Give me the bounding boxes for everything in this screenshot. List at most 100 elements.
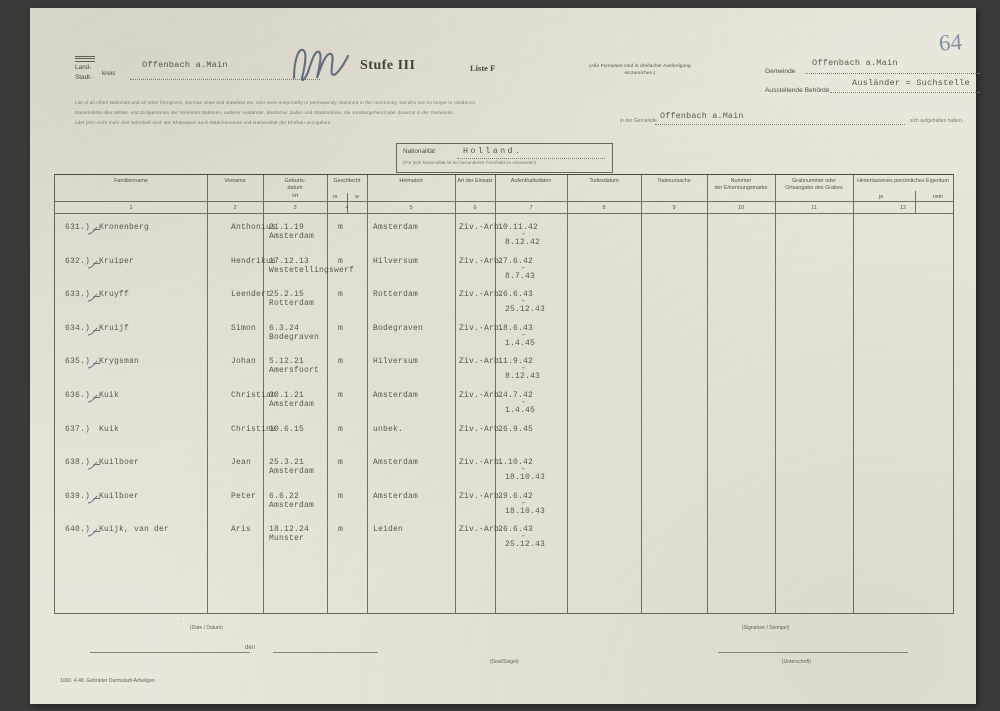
date-line-left <box>90 652 250 653</box>
first-name: Johan <box>231 357 257 367</box>
row-number: 634.) <box>65 323 91 333</box>
birth-place: Munster <box>269 534 305 544</box>
col-rule-7 <box>567 175 568 613</box>
first-name: Hendrikus <box>231 256 277 266</box>
birth-place: Amsterdam <box>269 500 315 510</box>
sex-value: m <box>338 424 344 434</box>
home-town: Rotterdam <box>373 290 419 300</box>
stadt-label: Stadt- <box>75 74 93 81</box>
stay-date-to: 25.12.43 <box>505 540 546 550</box>
last-name: Kruiper <box>99 256 135 266</box>
nationality-box: Nationalität Holland. (Für jede National… <box>396 143 613 173</box>
stay-date-to: 18.10.43 <box>505 473 546 483</box>
birth-date: 30.1.21 <box>269 391 305 400</box>
printer-imprint: 1000. 4.48. Gebrüder Darmstadt-Arheilgen <box>60 678 155 684</box>
table-row[interactable]: 639.) Kuilboer Peter 6.6.22 Amsterdam m Amster… <box>55 488 953 522</box>
stay-date-to: 25.12.43 <box>505 305 546 315</box>
table-row[interactable]: 638.) Kuilboer Jean 25.3.21 Amsterdam m Amster… <box>55 454 953 488</box>
row-number: 633.) <box>65 290 91 300</box>
stay-date-separator: - <box>521 498 527 508</box>
behoerde-value: Ausländer = Suchstelle <box>852 78 970 88</box>
birth-place: Amsterdam <box>269 400 315 409</box>
row-number: 637.) <box>65 424 91 434</box>
birth-date: 21.1.19 <box>269 223 305 232</box>
hook-mark <box>87 461 100 470</box>
gemeinde2-label: in der Gemeinde <box>620 118 657 124</box>
first-name: Peter <box>231 491 257 501</box>
last-name: Kuik <box>99 391 120 400</box>
table-row[interactable]: 637.) Kuik Christine 10.6.15 m unbek. Ziv.-Arb… <box>55 421 953 455</box>
stay-date-to: 18.10.43 <box>505 506 546 516</box>
stay-date-to: 8.12.42 <box>505 238 541 247</box>
home-town: Amsterdam <box>373 458 419 468</box>
first-name: Simon <box>231 323 257 333</box>
col-rule-1 <box>207 175 208 613</box>
first-name: Jean <box>231 458 252 468</box>
birth-date: 10.6.15 <box>269 424 305 434</box>
stay-date-to: 1.4.45 <box>505 406 536 415</box>
first-name: Anthonius <box>231 223 277 232</box>
birth-place: Bodegraven <box>269 332 320 342</box>
col-num-12: 12 <box>899 205 907 211</box>
sex-value: m <box>338 357 344 367</box>
sex-value: m <box>338 290 344 300</box>
stay-date-from: 18.6.43 <box>498 323 534 333</box>
employment-type: Ziv.-Arb. <box>459 491 505 501</box>
col-num-10: 10 <box>737 205 745 211</box>
col-num-7: 7 <box>529 205 533 211</box>
table-row[interactable]: 632.) Kruiper Hendrikus 17.12.13 Westetellin… <box>55 253 953 287</box>
table-row[interactable]: 640.) Kuijk, van der Aris 18.12.24 Munster m L… <box>55 521 953 555</box>
col-num-2: 2 <box>233 205 237 211</box>
sex-w-label: w <box>355 194 359 200</box>
table-row[interactable]: 631.) Kronenberg Anthonius 21.1.19 Amsterdam… <box>55 219 953 253</box>
home-town: Hilversum <box>373 256 419 266</box>
home-town: Bodegraven <box>373 323 424 333</box>
col-num-8: 8 <box>602 205 606 211</box>
table-row[interactable]: 636.) Kuik Christian 30.1.21 Amsterdam m Amste… <box>55 387 953 421</box>
sex-split-rule <box>347 193 348 213</box>
header-divider <box>55 201 953 202</box>
table-row[interactable]: 635.) Krygsman Johan 5.12.21 Amersfoort m Hilv… <box>55 353 953 387</box>
col-rule-5 <box>455 175 456 613</box>
stay-date-to: 8.7.43 <box>505 271 536 281</box>
col-num-4: 4 <box>345 205 349 211</box>
nationality-value: Holland. <box>463 146 523 156</box>
records-table: Familienname Vorname Geburts- datum ort … <box>54 174 954 614</box>
stay-date-from: 1.10.42 <box>498 458 534 468</box>
employment-type: Ziv.-Arb. <box>459 256 505 266</box>
place-value: Offenbach a.Main <box>142 60 228 70</box>
row-number: 636.) <box>65 391 91 400</box>
first-name: Aris <box>231 525 252 535</box>
hook-mark <box>87 394 100 403</box>
date-line-right <box>273 652 378 653</box>
property-split-rule <box>915 191 916 213</box>
col-header-aufenthaltsdaten: Aufenthaltsdaten <box>510 178 552 184</box>
forms-note: (Alle Formulare sind in dreifacher Ausfe… <box>589 63 691 75</box>
birth-place: Westetellingswerf <box>269 265 355 275</box>
last-name: Kuilboer <box>99 458 140 468</box>
col-rule-2 <box>263 175 264 613</box>
table-row[interactable]: 634.) Kruijf Simon 6.3.24 Bodegraven m Bodegra… <box>55 320 953 354</box>
col-num-3: 3 <box>293 205 297 211</box>
home-town: unbek. <box>373 424 404 434</box>
property-nein-label: nein <box>933 194 943 200</box>
birth-place: Amsterdam <box>269 467 315 477</box>
col-rule-9 <box>707 175 708 613</box>
row-number: 631.) <box>65 223 91 232</box>
col-num-6: 6 <box>473 205 477 211</box>
date-label: (Date / Datum) <box>190 625 223 631</box>
last-name: Kruyff <box>99 290 130 300</box>
birth-date: 17.12.13 <box>269 256 310 266</box>
table-row[interactable]: 633.) Kruyff Leendert 25.2.15 Rotterdam m Rott… <box>55 286 953 320</box>
sex-value: m <box>338 525 344 535</box>
stay-date-from: 11.9.42 <box>498 357 534 367</box>
den-label: den <box>245 645 256 651</box>
employment-type: Ziv.-Arb. <box>459 223 505 232</box>
stay-date-separator: - <box>521 532 527 542</box>
behoerde-dotted-line <box>830 92 980 93</box>
signature-line <box>718 652 908 653</box>
stay-date-from: 26.9.45 <box>498 424 534 434</box>
col-header-grabnummer: Grabnummer oder Ortsangabe des Grabes <box>785 178 843 192</box>
strikethrough-mark <box>75 56 95 62</box>
stay-date-separator: - <box>521 263 527 273</box>
